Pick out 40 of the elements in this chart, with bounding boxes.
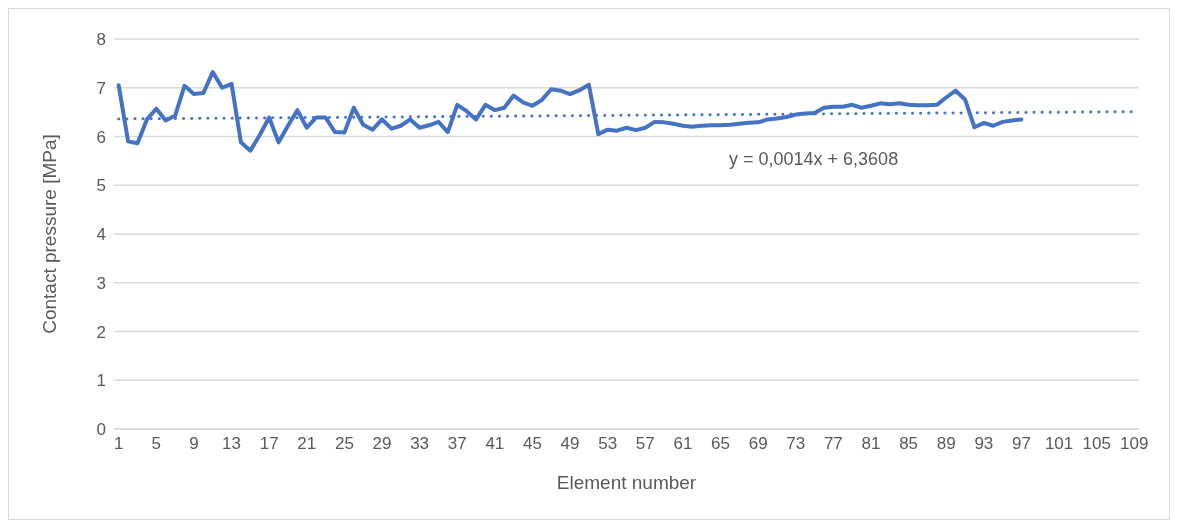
x-tick-label: 41: [485, 434, 505, 454]
x-tick-label: 53: [598, 434, 618, 454]
y-tick-label: 0: [96, 420, 106, 440]
x-tick-label: 5: [151, 434, 162, 454]
annotation: y = 0,0014x + 6,3608: [729, 149, 899, 170]
x-tick-label: 77: [823, 434, 843, 454]
y-tick-label: 2: [96, 322, 106, 342]
x-tick-label: 105: [1082, 434, 1111, 454]
y-tick-label: 1: [96, 371, 106, 391]
x-tick-label: 65: [711, 434, 730, 454]
x-tick-label: 101: [1044, 434, 1074, 454]
y-tick-label: 6: [96, 127, 106, 147]
x-axis-title: Element number: [556, 472, 697, 493]
y-axis-title: Contact pressure [MPa]: [38, 134, 60, 334]
x-tick-label: 69: [748, 434, 768, 454]
x-tick-label: 9: [189, 434, 199, 454]
y-tick-label: 7: [96, 78, 106, 98]
x-tick-label: 89: [936, 434, 956, 454]
x-tick-label: 37: [447, 434, 467, 454]
x-tick-label: 81: [861, 434, 881, 454]
y-tick-label: 4: [96, 225, 106, 245]
x-tick-label: 13: [222, 434, 242, 454]
y-tick-label: 3: [96, 273, 106, 293]
x-tick-label: 97: [1011, 434, 1031, 454]
x-tick-label: 49: [560, 434, 580, 454]
x-tick-label: 17: [259, 434, 279, 454]
x-tick-label: 21: [297, 434, 317, 454]
x-tick-label: 85: [899, 434, 919, 454]
x-tick-label: 61: [673, 434, 693, 454]
x-tick-label: 109: [1120, 434, 1149, 454]
y-tick-label: 8: [96, 30, 106, 50]
x-tick-label: 1: [113, 434, 124, 454]
x-tick-label: 45: [523, 434, 542, 454]
x-tick-label: 57: [635, 434, 655, 454]
y-tick-label: 5: [96, 176, 106, 196]
x-tick-label: 93: [974, 434, 994, 454]
x-tick-label: 33: [410, 434, 430, 454]
x-tick-label: 73: [786, 434, 806, 454]
x-tick-label: 25: [334, 434, 354, 454]
x-tick-label: 29: [372, 434, 392, 454]
